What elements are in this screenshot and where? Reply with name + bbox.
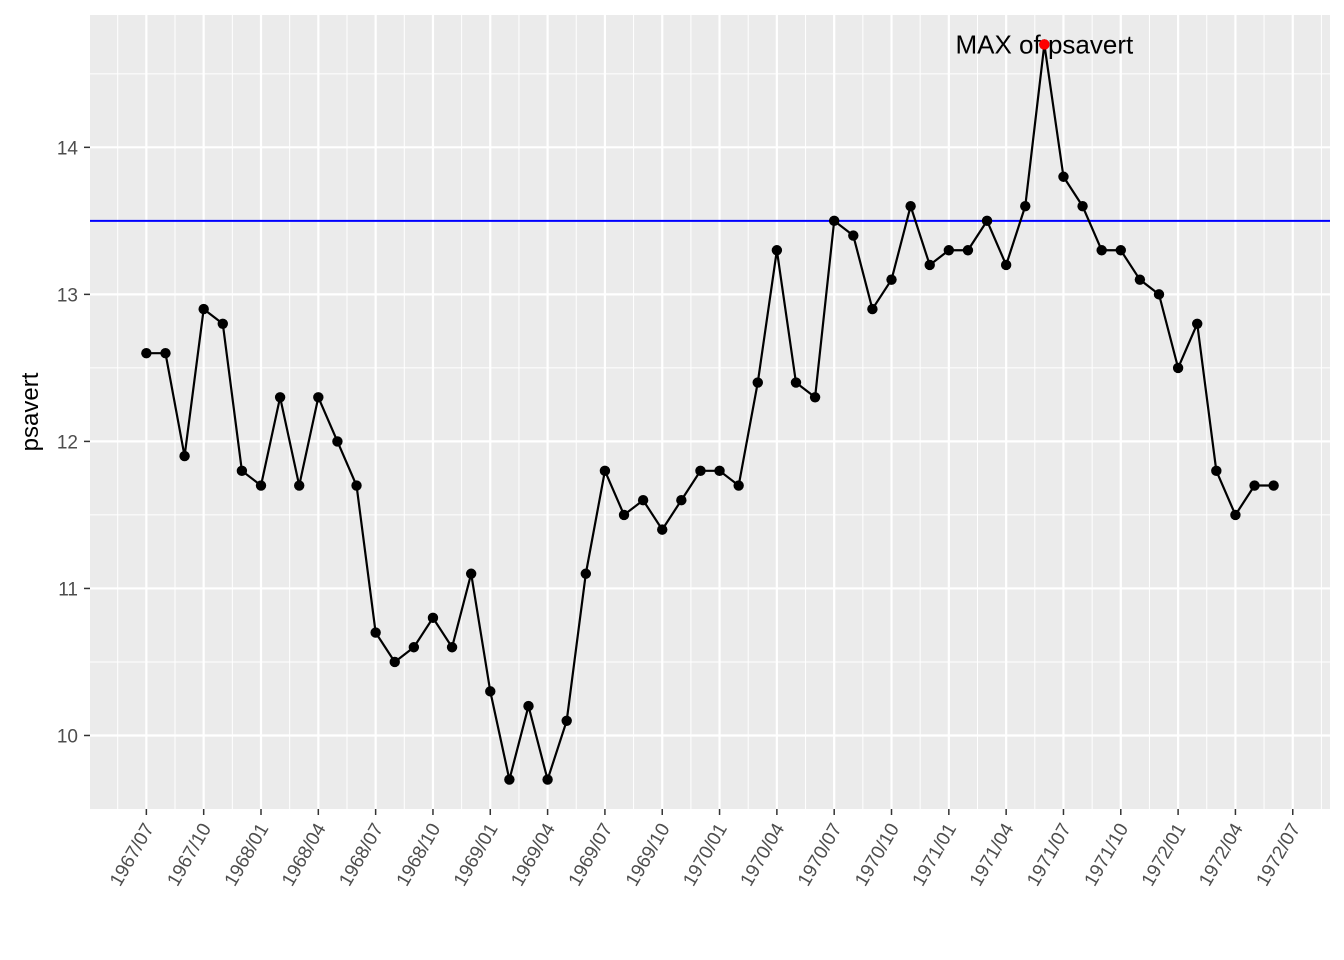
- data-point: [924, 259, 935, 271]
- data-point: [790, 377, 802, 388]
- x-tick-label: 1972/01: [1138, 820, 1191, 890]
- data-point: [1211, 465, 1222, 477]
- data-point: [294, 480, 305, 491]
- x-tick-label: 1968/07: [335, 820, 388, 890]
- data-point: [485, 686, 496, 697]
- data-point: [1134, 274, 1146, 285]
- data-point: [828, 215, 840, 227]
- data-point: [523, 700, 534, 712]
- x-tick-label: 1972/07: [1253, 820, 1306, 890]
- x-tick-label: 1970/07: [794, 820, 847, 890]
- data-point: [370, 627, 381, 638]
- y-tick-label: 11: [58, 579, 78, 600]
- data-point: [848, 230, 859, 241]
- y-axis: 10 11 12 13 14: [57, 138, 90, 747]
- x-tick-label: 1970/04: [737, 820, 790, 890]
- data-point: [1096, 245, 1107, 256]
- data-point: [1058, 171, 1069, 182]
- data-point: [198, 303, 209, 315]
- data-point: [1249, 480, 1260, 491]
- y-tick-label: 12: [57, 432, 78, 453]
- data-point: [255, 480, 267, 491]
- data-point: [1077, 200, 1088, 212]
- data-point: [389, 656, 400, 668]
- series-layer: [146, 43, 1274, 781]
- data-point: [465, 568, 477, 579]
- data-point: [714, 465, 725, 477]
- data-point: [542, 774, 553, 785]
- data-point: [160, 347, 171, 359]
- data-point: [981, 215, 993, 227]
- data-point: [313, 392, 324, 403]
- data-point: [217, 318, 228, 329]
- x-tick-label: 1969/07: [565, 820, 618, 890]
- x-tick-label: 1968/01: [221, 820, 274, 890]
- data-point: [752, 377, 763, 388]
- data-point: [886, 274, 897, 285]
- y-tick-label: 14: [57, 138, 79, 159]
- x-tick-label: 1967/10: [163, 820, 216, 890]
- data-point: [1192, 318, 1203, 329]
- x-tick-label: 1971/04: [966, 820, 1019, 890]
- x-tick-label: 1971/10: [1081, 820, 1134, 890]
- x-tick-label: 1971/07: [1023, 820, 1076, 890]
- data-point: [637, 495, 649, 506]
- data-point: [618, 509, 630, 521]
- x-tick-label: 1969/01: [450, 820, 503, 890]
- data-point: [1172, 362, 1184, 374]
- data-point: [771, 245, 783, 256]
- data-point: [504, 774, 515, 785]
- data-point: [867, 303, 878, 315]
- data-point: [1230, 509, 1241, 521]
- data-point: [943, 245, 955, 256]
- x-tick-label: 1969/10: [622, 820, 675, 890]
- x-tick-label: 1968/04: [278, 820, 331, 890]
- data-point: [408, 642, 420, 653]
- data-point: [809, 392, 821, 403]
- data-point: [676, 495, 687, 506]
- max-point: [1039, 39, 1050, 50]
- data-point: [580, 568, 592, 579]
- data-point: [427, 612, 439, 624]
- x-tick-label: 1972/04: [1195, 820, 1248, 890]
- data-point: [179, 450, 190, 462]
- x-axis: 1967/07 1967/10 1968/01 1968/04 1968/07 1968/…: [106, 809, 1305, 890]
- data-point: [332, 436, 343, 447]
- data-point: [141, 347, 152, 359]
- data-point: [561, 715, 572, 726]
- data-point: [1000, 259, 1012, 271]
- data-point: [962, 245, 974, 256]
- data-point: [599, 465, 611, 477]
- data-point: [733, 480, 744, 491]
- x-tick-label: 1969/04: [507, 820, 560, 890]
- x-tick-label: 1970/10: [851, 820, 904, 890]
- x-tick-label: 1967/07: [106, 820, 159, 890]
- data-point: [1268, 480, 1279, 491]
- data-point: [695, 465, 706, 477]
- series-line: [146, 43, 1274, 781]
- x-tick-label: 1968/10: [393, 820, 446, 890]
- data-point: [657, 524, 668, 535]
- y-tick-label: 13: [57, 285, 78, 306]
- highlight-layer: MAX of psavert: [955, 29, 1134, 59]
- data-point: [351, 480, 362, 491]
- data-point: [1153, 289, 1165, 300]
- data-point: [236, 465, 248, 477]
- data-point: [1020, 200, 1031, 212]
- y-tick-label: 10: [57, 726, 78, 747]
- data-point: [446, 642, 458, 653]
- data-point: [905, 200, 916, 212]
- data-point: [1115, 245, 1126, 256]
- x-tick-label: 1970/01: [679, 820, 732, 890]
- x-tick-label: 1971/01: [909, 820, 962, 890]
- y-axis-title: psavert: [17, 372, 44, 451]
- data-point: [274, 392, 286, 403]
- major-gridlines: [90, 15, 1330, 809]
